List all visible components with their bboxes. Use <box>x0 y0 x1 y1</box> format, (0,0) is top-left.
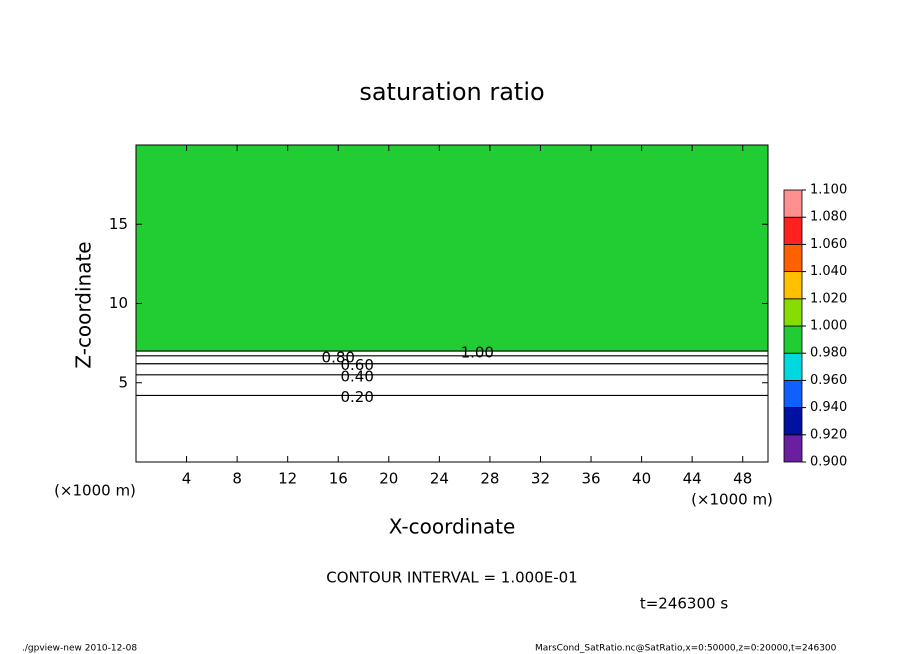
y-axis-label: Z-coordinate <box>72 241 96 368</box>
contour-label: 1.00 <box>461 344 494 362</box>
colorbar-box <box>783 298 803 327</box>
y-tick-label: 10 <box>109 294 128 312</box>
x-tick-label: 24 <box>430 470 449 488</box>
x-tick-label: 40 <box>632 470 651 488</box>
x-tick-label: 12 <box>278 470 297 488</box>
colorbar-box <box>783 352 803 381</box>
footer-left: ./gpview-new 2010-12-08 <box>22 644 137 654</box>
field-band <box>136 358 768 374</box>
chart-title: saturation ratio <box>359 78 544 106</box>
x-axis-label: X-coordinate <box>389 515 516 539</box>
footer-right: MarsCond_SatRatio.nc@SatRatio,x=0:50000,… <box>535 644 837 654</box>
x-tick-label: 4 <box>182 470 192 488</box>
colorbar-label: 0.960 <box>810 373 847 388</box>
field-band <box>136 398 768 431</box>
colorbar-box <box>783 216 803 245</box>
x-tick-label: 48 <box>733 470 752 488</box>
y-tick-label: 5 <box>118 373 128 391</box>
colorbar-label: 1.020 <box>810 291 847 306</box>
colorbar-label: 1.000 <box>810 319 847 334</box>
contour-label: 0.20 <box>340 388 373 406</box>
field-band <box>136 145 768 352</box>
colorbar-box <box>783 243 803 272</box>
time-label: t=246300 s <box>640 595 728 613</box>
x-tick-label: 20 <box>379 470 398 488</box>
colorbar-label: 0.920 <box>810 427 847 442</box>
x-tick-label: 32 <box>531 470 550 488</box>
colorbar-label: 1.100 <box>810 183 847 198</box>
field-band <box>136 351 768 359</box>
field-band <box>136 430 768 462</box>
contour-label: 0.40 <box>340 367 373 385</box>
colorbar-box <box>783 379 803 408</box>
colorbar-label: 0.940 <box>810 400 847 415</box>
colorbar-label: 1.080 <box>810 210 847 225</box>
x-unit-label: (×1000 m) <box>691 491 773 509</box>
colorbar-box <box>783 325 803 354</box>
y-tick-label: 15 <box>109 215 128 233</box>
x-tick-label: 8 <box>232 470 242 488</box>
field-band <box>136 373 768 383</box>
x-tick-label: 16 <box>329 470 348 488</box>
colorbar-label: 1.060 <box>810 237 847 252</box>
y-unit-label: (×1000 m) <box>54 482 136 500</box>
colorbar-box <box>783 189 803 218</box>
contour-label: 0.80 <box>322 348 355 366</box>
colorbar-box <box>783 434 803 463</box>
colorbar-label: 1.040 <box>810 264 847 279</box>
colorbar-box <box>783 407 803 436</box>
x-tick-label: 36 <box>581 470 600 488</box>
contour-label: 0.60 <box>340 356 373 374</box>
field-band <box>136 382 768 399</box>
contour-interval: CONTOUR INTERVAL = 1.000E-01 <box>326 569 577 587</box>
colorbar-box <box>783 271 803 300</box>
x-tick-label: 44 <box>683 470 702 488</box>
colorbar-label: 0.900 <box>810 455 847 470</box>
colorbar-label: 0.980 <box>810 346 847 361</box>
x-tick-label: 28 <box>480 470 499 488</box>
